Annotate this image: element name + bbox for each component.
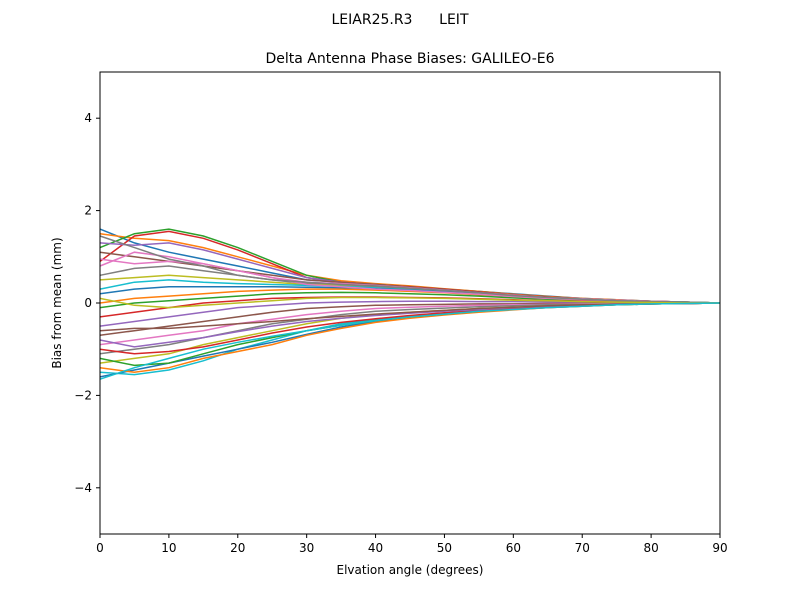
x-tick-label: 0 bbox=[96, 541, 104, 555]
y-tick-label: −4 bbox=[74, 481, 92, 495]
chart-suptitle: LEIAR25.R3 LEIT bbox=[331, 12, 468, 28]
y-axis-ticks: −4 −2 0 2 4 bbox=[74, 111, 100, 495]
x-tick-label: 30 bbox=[299, 541, 314, 555]
series-line-s30 bbox=[99, 302, 721, 380]
chart-title: Delta Antenna Phase Biases: GALILEO-E6 bbox=[265, 51, 554, 67]
series-line-s29 bbox=[99, 296, 720, 309]
y-tick-label: 4 bbox=[84, 111, 92, 125]
x-tick-label: 50 bbox=[437, 541, 452, 555]
x-axis-ticks: 0 10 20 30 40 50 60 70 80 90 bbox=[96, 534, 728, 555]
x-tick-label: 90 bbox=[712, 541, 727, 555]
x-tick-label: 20 bbox=[230, 541, 245, 555]
y-tick-label: −2 bbox=[74, 388, 92, 402]
x-tick-label: 70 bbox=[575, 541, 590, 555]
series-line-s28 bbox=[99, 235, 721, 304]
plot-area-frame bbox=[99, 71, 721, 535]
x-tick-label: 40 bbox=[368, 541, 383, 555]
y-tick-label: 0 bbox=[84, 296, 92, 310]
y-axis-label: Bias from mean (mm) bbox=[50, 237, 64, 368]
y-tick-label: 2 bbox=[84, 204, 92, 218]
series-lines bbox=[99, 228, 721, 380]
x-tick-label: 60 bbox=[506, 541, 521, 555]
x-tick-label: 80 bbox=[643, 541, 658, 555]
x-axis-label: Elvation angle (degrees) bbox=[337, 563, 484, 577]
x-tick-label: 10 bbox=[161, 541, 176, 555]
